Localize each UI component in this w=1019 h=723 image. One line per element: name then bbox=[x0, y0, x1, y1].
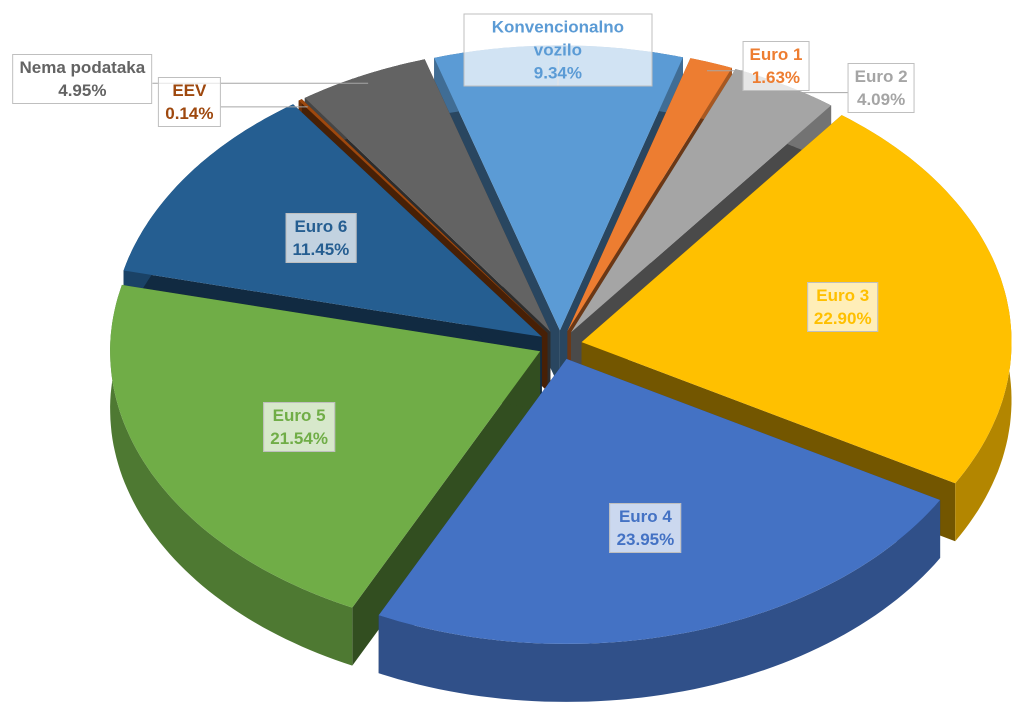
label-value: 0.14% bbox=[165, 103, 214, 123]
data-label: EEV 0.14% bbox=[158, 76, 221, 127]
label-name: Nema podataka bbox=[19, 57, 146, 77]
slice bbox=[304, 59, 551, 332]
data-label: Konvencionalno vozilo 9.34% bbox=[463, 13, 653, 87]
data-label: Nema podataka 4.95% bbox=[12, 53, 153, 104]
label-value: 22.90% bbox=[813, 308, 872, 328]
label-value: 11.45% bbox=[292, 239, 350, 259]
label-name: Euro 1 bbox=[749, 45, 803, 65]
label-value: 9.34% bbox=[533, 63, 582, 83]
data-label: Euro 5 21.54% bbox=[263, 401, 335, 452]
label-name: Euro 3 bbox=[816, 285, 870, 305]
label-value: 1.63% bbox=[751, 68, 801, 88]
data-label: Euro 1 1.63% bbox=[742, 41, 810, 92]
data-label: Euro 3 22.90% bbox=[806, 281, 879, 332]
slice bbox=[567, 58, 732, 332]
label-name: Euro 6 bbox=[294, 216, 348, 236]
label-value: 23.95% bbox=[616, 529, 675, 549]
slice bbox=[434, 45, 683, 331]
label-value: 4.09% bbox=[857, 89, 906, 109]
label-value: 21.54% bbox=[270, 428, 328, 448]
slice-wall bbox=[378, 500, 941, 702]
label-name: EEV bbox=[172, 80, 207, 100]
label-name: Konvencionalno vozilo bbox=[491, 17, 624, 60]
slice bbox=[298, 99, 548, 334]
label-name: Euro 4 bbox=[618, 506, 672, 526]
data-label: Euro 6 11.45% bbox=[285, 212, 357, 263]
slice-wall bbox=[110, 284, 353, 666]
slice-side bbox=[352, 351, 541, 666]
slice bbox=[581, 115, 1012, 484]
label-name: Euro 2 bbox=[854, 66, 908, 86]
slice bbox=[378, 358, 941, 644]
label-value: 4.95% bbox=[58, 80, 107, 100]
data-label: Euro 2 4.09% bbox=[847, 62, 915, 113]
slice bbox=[571, 69, 832, 333]
data-label: Euro 4 23.95% bbox=[609, 502, 682, 553]
label-name: Euro 5 bbox=[272, 405, 326, 425]
